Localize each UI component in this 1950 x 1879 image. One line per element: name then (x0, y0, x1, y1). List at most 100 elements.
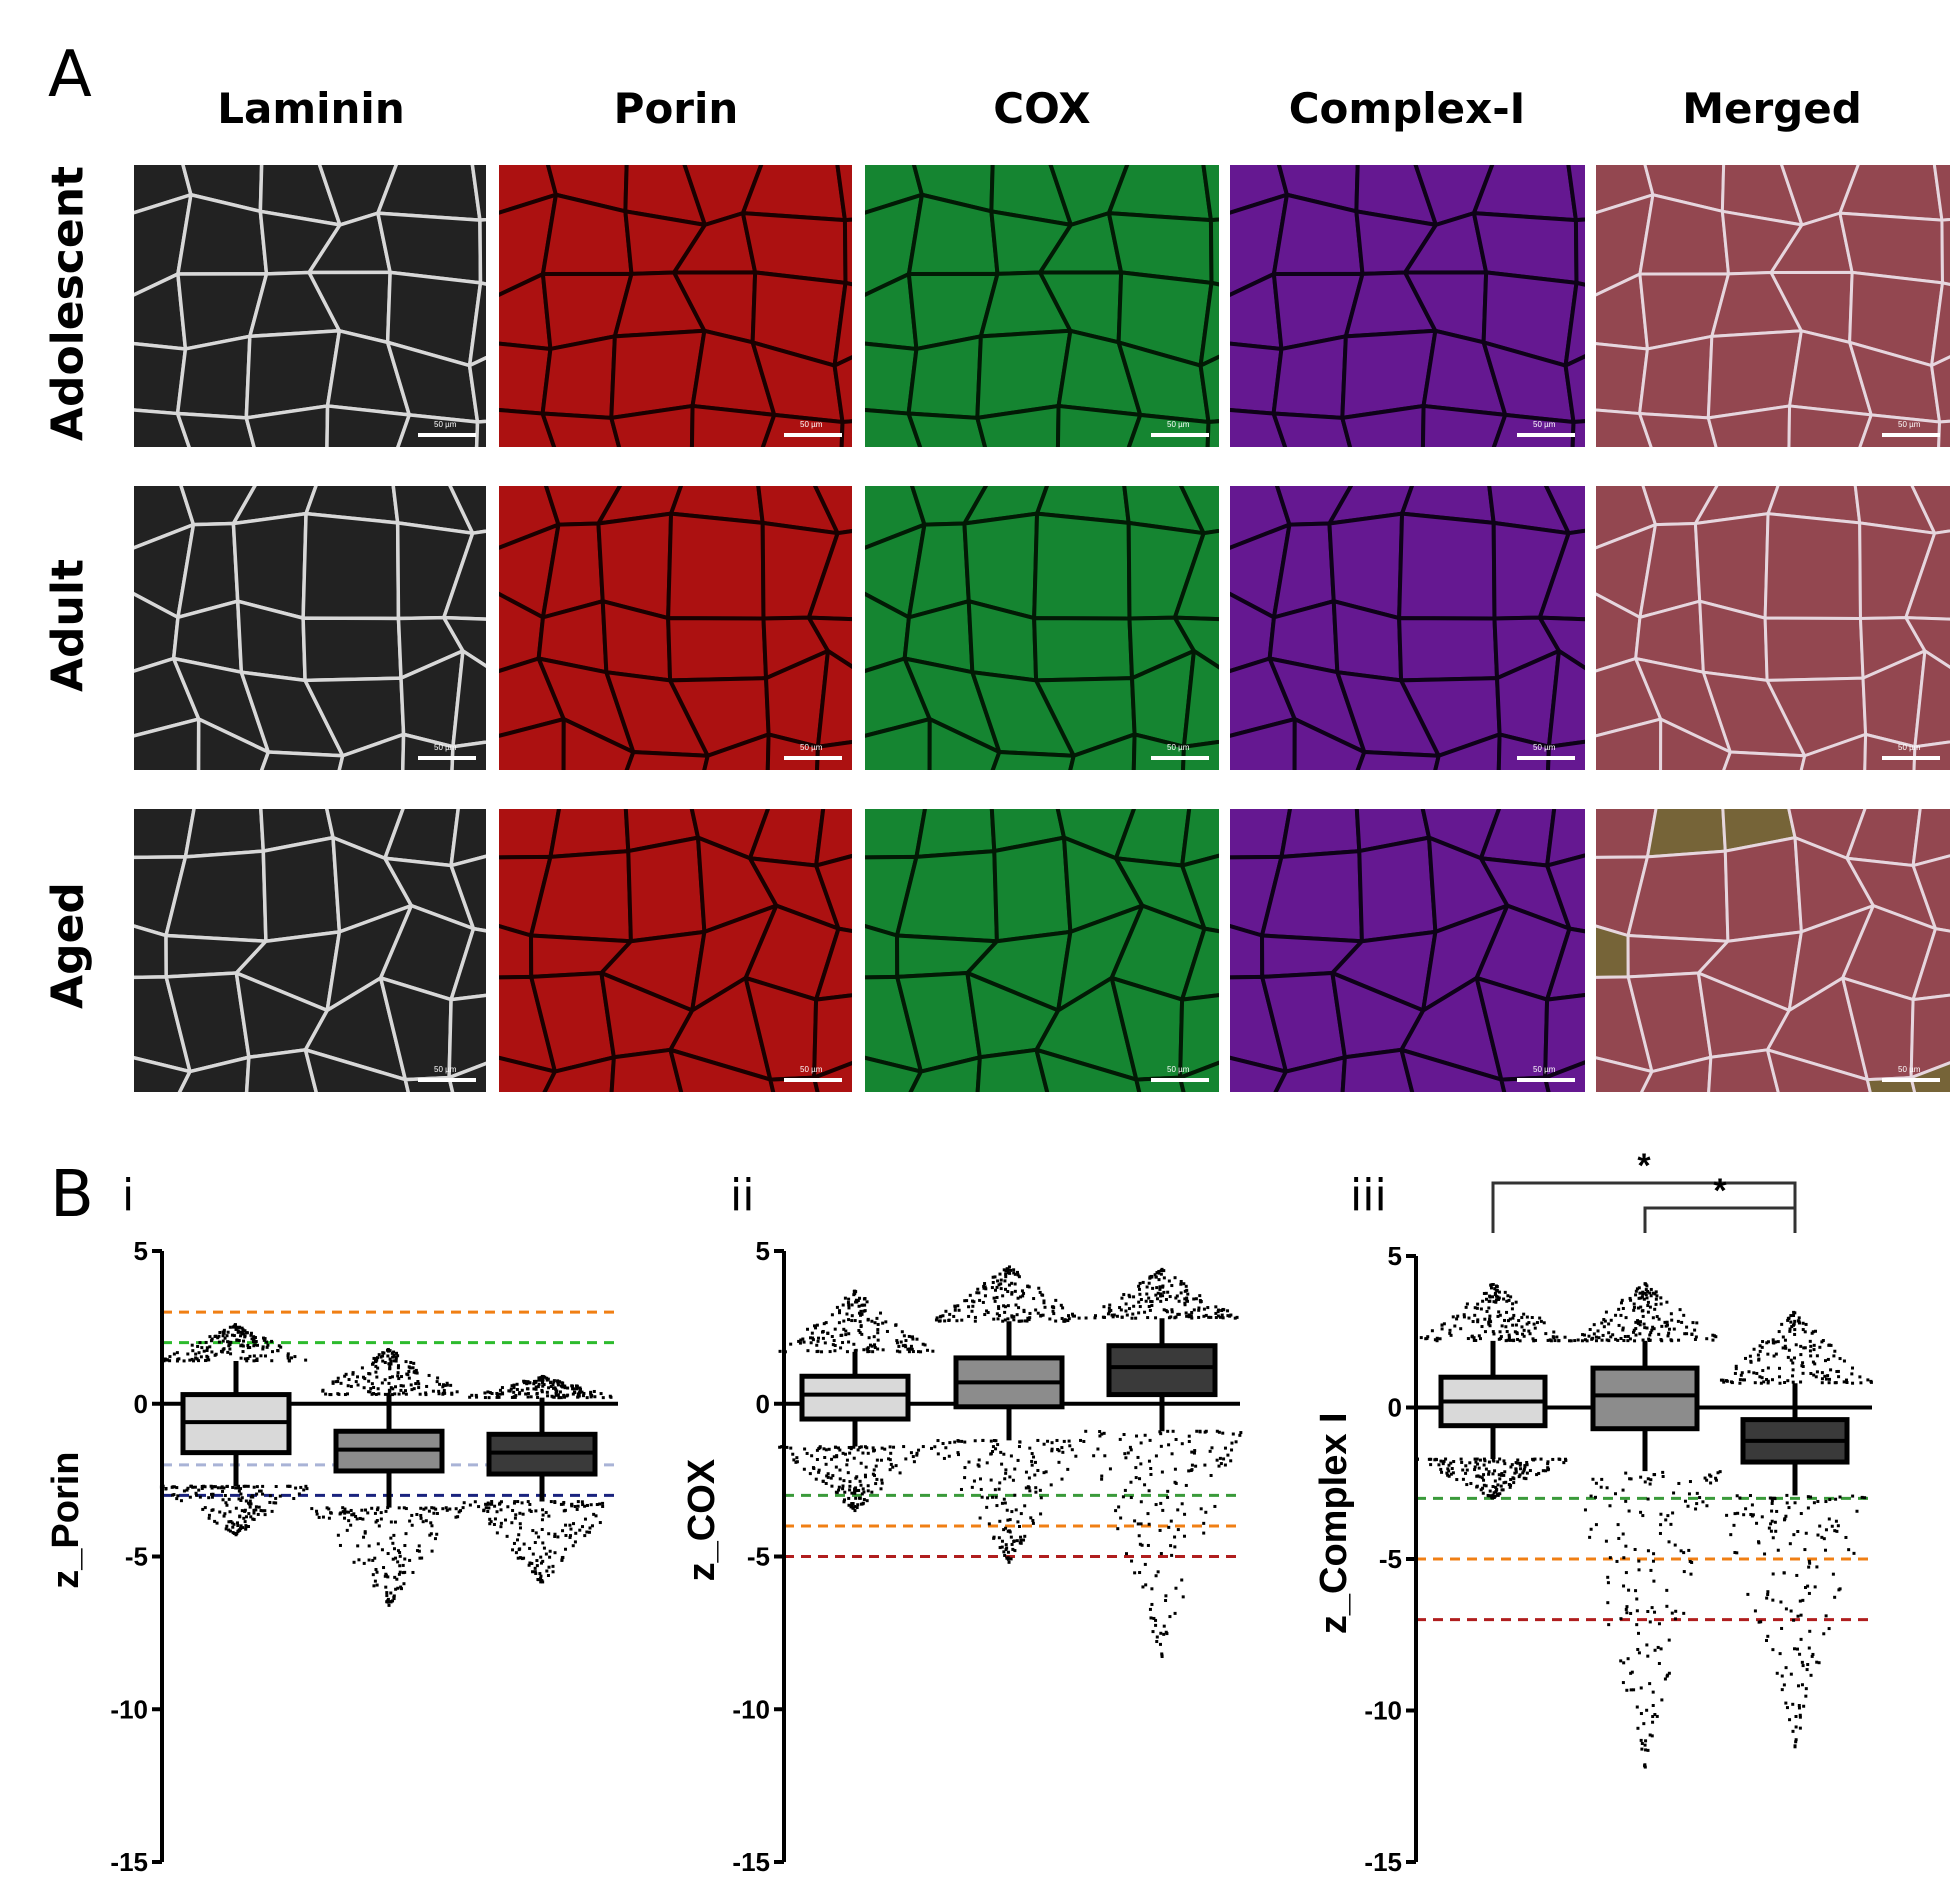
data-point (255, 1357, 259, 1361)
data-point (1475, 1306, 1479, 1310)
data-point (1735, 1494, 1739, 1498)
data-point (1652, 1473, 1656, 1477)
scale-bar-label: 50 µm (434, 420, 457, 429)
data-point (1011, 1547, 1015, 1551)
data-point (1822, 1632, 1826, 1636)
data-point (841, 1487, 845, 1491)
data-point (859, 1309, 863, 1313)
data-point (1659, 1523, 1663, 1527)
data-point (1807, 1646, 1811, 1650)
data-point (802, 1340, 806, 1344)
data-point (495, 1531, 499, 1535)
data-point (574, 1384, 578, 1388)
data-point (1646, 1610, 1650, 1614)
data-point (875, 1316, 879, 1320)
data-point (562, 1393, 566, 1397)
data-point (1084, 1429, 1088, 1433)
data-point (1858, 1375, 1862, 1379)
data-point (856, 1503, 860, 1507)
data-point (824, 1481, 828, 1485)
data-point (1798, 1652, 1802, 1656)
data-point (1775, 1509, 1779, 1513)
data-point (1468, 1461, 1472, 1465)
data-point (1108, 1467, 1112, 1471)
data-point (255, 1358, 259, 1362)
data-point (1634, 1589, 1638, 1593)
data-point (1199, 1299, 1203, 1303)
data-point (1150, 1300, 1154, 1304)
data-point (1516, 1337, 1520, 1341)
data-point (226, 1340, 230, 1344)
data-point (1004, 1269, 1008, 1273)
data-point (1474, 1460, 1478, 1464)
data-point (1488, 1314, 1492, 1318)
data-point (1234, 1440, 1238, 1444)
data-point (1143, 1483, 1147, 1487)
data-point (1138, 1477, 1142, 1481)
data-point (1617, 1536, 1621, 1540)
data-point (1155, 1271, 1159, 1275)
data-point (1627, 1588, 1631, 1592)
data-point (1217, 1464, 1221, 1468)
data-point (1036, 1468, 1040, 1472)
data-point (424, 1506, 428, 1510)
data-point (815, 1323, 819, 1327)
data-point (252, 1517, 256, 1521)
data-point (925, 1348, 929, 1352)
data-point (1017, 1319, 1021, 1323)
data-point (802, 1467, 806, 1471)
data-point (971, 1304, 975, 1308)
data-point (1643, 1480, 1647, 1484)
data-point (553, 1532, 557, 1536)
data-point (203, 1485, 207, 1489)
data-point (1028, 1316, 1032, 1320)
data-point (1482, 1291, 1486, 1295)
data-point (1074, 1454, 1078, 1458)
data-point (1688, 1480, 1692, 1484)
data-point (294, 1486, 298, 1490)
data-point (1007, 1283, 1011, 1287)
data-point (831, 1343, 835, 1347)
data-point (1666, 1514, 1670, 1518)
data-point (1135, 1434, 1139, 1438)
data-point (1005, 1508, 1009, 1512)
data-point (857, 1304, 861, 1308)
data-point (1741, 1378, 1745, 1382)
data-point (248, 1505, 252, 1509)
data-point (1504, 1480, 1508, 1484)
data-point (1180, 1578, 1184, 1582)
data-point (373, 1556, 377, 1560)
data-point (815, 1343, 819, 1347)
data-point (247, 1512, 251, 1516)
data-point (843, 1452, 847, 1456)
data-point (278, 1494, 282, 1498)
data-point (547, 1514, 551, 1518)
data-point (411, 1570, 415, 1574)
data-point (1228, 1314, 1232, 1318)
scale-bar-label: 50 µm (1898, 1065, 1921, 1074)
data-point (531, 1529, 535, 1533)
data-point (1573, 1339, 1577, 1343)
data-point (834, 1445, 838, 1449)
data-point (1451, 1315, 1455, 1319)
data-point (1780, 1626, 1784, 1630)
data-point (1820, 1371, 1824, 1375)
data-point (343, 1510, 347, 1514)
data-point (414, 1382, 418, 1386)
data-point (863, 1303, 867, 1307)
data-point (1527, 1329, 1531, 1333)
data-point (1226, 1309, 1230, 1313)
data-point (418, 1392, 422, 1396)
data-point (1521, 1332, 1525, 1336)
data-point (1073, 1314, 1077, 1318)
data-point (1217, 1430, 1221, 1434)
data-point (1677, 1481, 1681, 1485)
data-point (207, 1516, 211, 1520)
data-point (1647, 1337, 1651, 1341)
data-point (1641, 1292, 1645, 1296)
data-point (1028, 1311, 1032, 1315)
data-point (1812, 1501, 1816, 1505)
data-point (1666, 1334, 1670, 1338)
data-point (1583, 1338, 1587, 1342)
data-point (244, 1515, 248, 1519)
